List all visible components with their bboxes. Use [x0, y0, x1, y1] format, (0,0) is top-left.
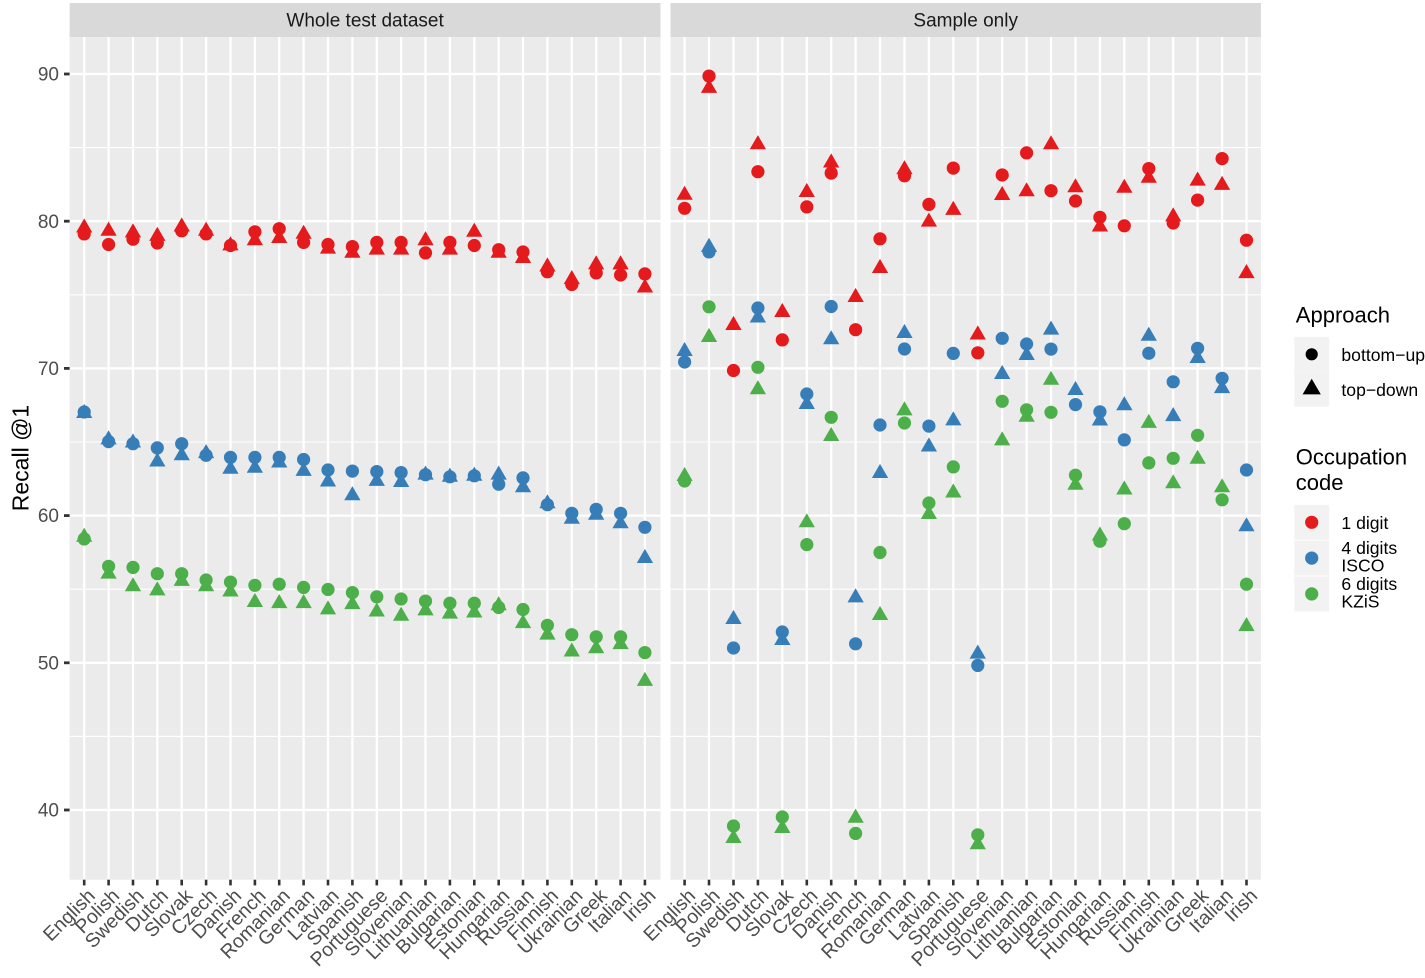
svg-text:80: 80 — [38, 212, 59, 233]
svg-text:KZiS: KZiS — [1341, 591, 1379, 611]
svg-text:Whole test dataset: Whole test dataset — [286, 11, 444, 32]
svg-text:code: code — [1296, 470, 1344, 495]
svg-text:40: 40 — [38, 801, 59, 822]
svg-text:ISCO: ISCO — [1341, 556, 1384, 576]
svg-text:Occupation: Occupation — [1296, 444, 1407, 469]
svg-text:Sample only: Sample only — [913, 11, 1018, 32]
svg-text:4 digits: 4 digits — [1341, 538, 1397, 558]
svg-text:70: 70 — [38, 359, 59, 380]
svg-text:Recall @1: Recall @1 — [8, 405, 34, 511]
svg-text:top−down: top−down — [1341, 380, 1418, 400]
svg-text:60: 60 — [38, 506, 59, 527]
svg-text:bottom−up: bottom−up — [1341, 345, 1425, 365]
svg-text:Approach: Approach — [1296, 303, 1390, 328]
svg-text:6 digits: 6 digits — [1341, 574, 1397, 594]
svg-text:50: 50 — [38, 653, 59, 674]
svg-text:90: 90 — [38, 65, 59, 86]
svg-text:1 digit: 1 digit — [1341, 513, 1388, 533]
